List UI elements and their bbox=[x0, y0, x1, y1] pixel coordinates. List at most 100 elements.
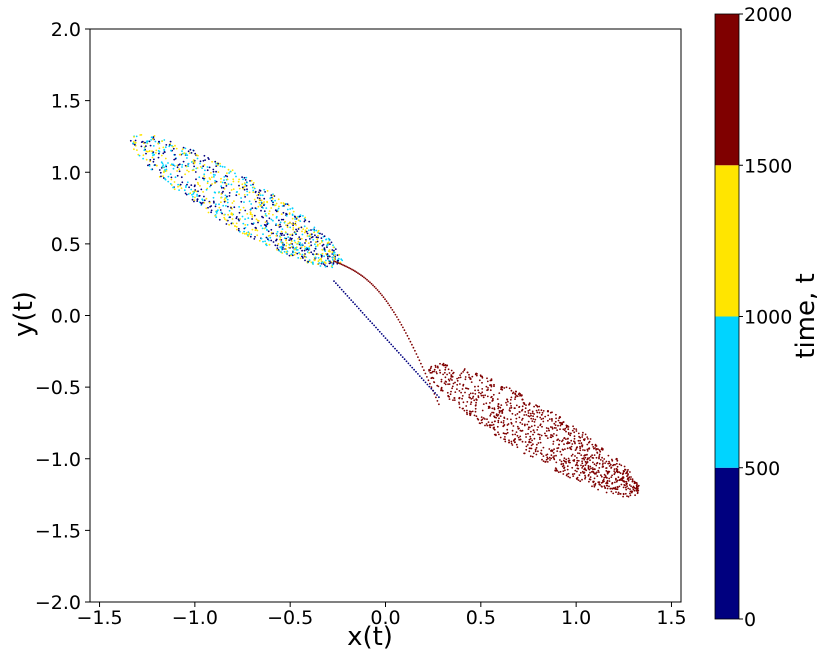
trajectory-point bbox=[298, 236, 301, 239]
trajectory-point bbox=[232, 180, 235, 183]
trajectory-point bbox=[146, 150, 149, 153]
trajectory-point bbox=[525, 445, 528, 448]
trajectory-point bbox=[240, 200, 243, 203]
trajectory-point bbox=[529, 441, 532, 444]
trajectory-point bbox=[270, 231, 273, 234]
trajectory-point bbox=[521, 419, 523, 421]
trajectory-point bbox=[606, 472, 609, 475]
trajectory-point bbox=[579, 480, 582, 483]
trajectory-point bbox=[238, 184, 240, 187]
trajectory-point bbox=[490, 378, 493, 380]
trajectory-point bbox=[382, 335, 385, 337]
trajectory-point bbox=[489, 389, 492, 392]
trajectory-point bbox=[559, 424, 562, 427]
trajectory-point bbox=[291, 217, 294, 220]
trajectory-point bbox=[530, 417, 533, 420]
trajectory-point bbox=[225, 219, 228, 222]
trajectory-point bbox=[586, 448, 589, 451]
trajectory-point bbox=[275, 234, 278, 237]
trajectory-point bbox=[161, 162, 164, 165]
trajectory-point bbox=[474, 373, 477, 376]
trajectory-point bbox=[593, 454, 596, 456]
trajectory-point bbox=[454, 391, 457, 393]
trajectory-point bbox=[581, 445, 584, 448]
trajectory-point bbox=[316, 243, 319, 246]
trajectory-point bbox=[608, 485, 610, 488]
trajectory-point bbox=[520, 394, 523, 397]
trajectory-point bbox=[448, 372, 451, 374]
trajectory-point bbox=[633, 489, 636, 492]
trajectory-point bbox=[165, 170, 168, 172]
trajectory-point bbox=[224, 197, 227, 200]
colorbar-label: time, t bbox=[791, 273, 821, 358]
trajectory-point bbox=[560, 460, 563, 463]
trajectory-point bbox=[506, 398, 508, 401]
trajectory-point bbox=[493, 433, 496, 436]
trajectory-point bbox=[490, 395, 493, 398]
trajectory-point bbox=[258, 192, 261, 195]
trajectory-point bbox=[557, 438, 559, 441]
trajectory-point bbox=[277, 198, 280, 201]
trajectory-point bbox=[231, 214, 234, 216]
trajectory-point bbox=[608, 480, 611, 482]
trajectory-point bbox=[629, 494, 632, 497]
trajectory-point bbox=[593, 463, 596, 466]
trajectory-point bbox=[550, 457, 553, 460]
trajectory-point bbox=[529, 447, 532, 450]
trajectory-point bbox=[600, 482, 603, 484]
trajectory-point bbox=[634, 481, 637, 484]
trajectory-point bbox=[430, 386, 433, 388]
trajectory-point bbox=[514, 396, 517, 399]
trajectory-point bbox=[249, 208, 252, 211]
trajectory-point bbox=[604, 475, 607, 477]
trajectory-point bbox=[243, 194, 246, 196]
trajectory-point bbox=[448, 383, 451, 385]
trajectory-point bbox=[137, 153, 140, 156]
trajectory-point bbox=[343, 264, 346, 267]
trajectory-point bbox=[627, 473, 629, 475]
trajectory-point bbox=[538, 433, 541, 436]
trajectory-point bbox=[321, 239, 324, 242]
trajectory-point bbox=[158, 140, 160, 143]
trajectory-point bbox=[239, 209, 242, 211]
trajectory-point bbox=[587, 441, 590, 444]
trajectory-point bbox=[590, 467, 592, 470]
trajectory-point bbox=[209, 205, 212, 208]
trajectory-point bbox=[554, 420, 557, 423]
trajectory-point bbox=[569, 447, 572, 450]
trajectory-point bbox=[530, 414, 532, 417]
trajectory-point bbox=[194, 152, 197, 155]
trajectory-point bbox=[205, 188, 208, 191]
trajectory-point bbox=[542, 455, 545, 457]
trajectory-point bbox=[261, 227, 264, 230]
trajectory-point bbox=[204, 159, 207, 162]
trajectory-point bbox=[625, 488, 628, 491]
trajectory-point bbox=[264, 191, 266, 193]
trajectory-point bbox=[464, 378, 467, 381]
trajectory-point bbox=[208, 177, 211, 179]
trajectory-point bbox=[148, 140, 151, 143]
trajectory-point bbox=[316, 240, 319, 243]
trajectory-point bbox=[461, 397, 463, 400]
trajectory-point bbox=[601, 447, 603, 450]
trajectory-point bbox=[577, 439, 580, 442]
trajectory-point bbox=[597, 488, 599, 491]
trajectory-point bbox=[268, 239, 270, 242]
trajectory-point bbox=[523, 414, 526, 416]
trajectory-point bbox=[269, 236, 272, 239]
trajectory-point bbox=[623, 465, 626, 468]
trajectory-point bbox=[491, 407, 494, 410]
trajectory-point bbox=[149, 159, 152, 161]
trajectory-point bbox=[325, 259, 327, 262]
trajectory-point bbox=[563, 457, 566, 460]
trajectory-point bbox=[251, 228, 254, 231]
trajectory-point bbox=[310, 244, 313, 247]
trajectory-point bbox=[573, 427, 575, 430]
trajectory-point bbox=[212, 200, 215, 203]
trajectory-point bbox=[506, 431, 509, 434]
trajectory-point bbox=[328, 255, 331, 258]
trajectory-point bbox=[289, 221, 291, 224]
trajectory-point bbox=[545, 458, 548, 461]
trajectory-point bbox=[329, 250, 331, 253]
